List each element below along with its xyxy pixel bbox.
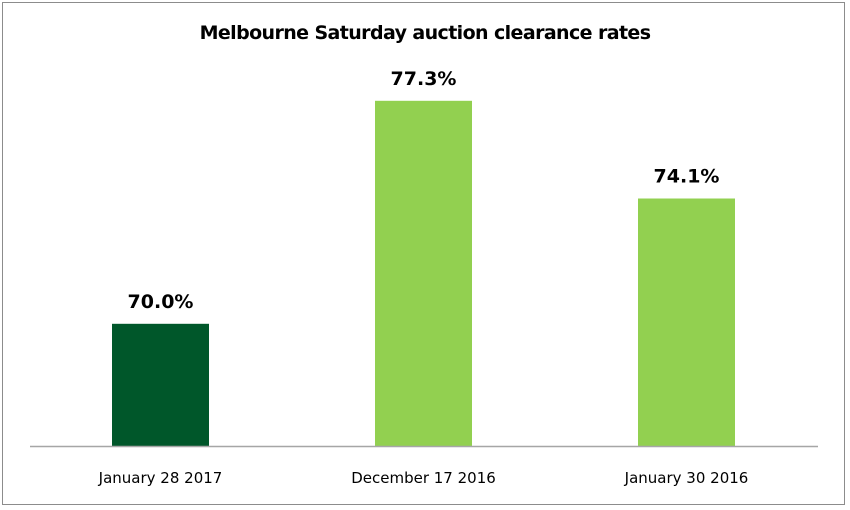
- data-label-2: 77.3%: [391, 68, 457, 90]
- chart-title: Melbourne Saturday auction clearance rat…: [199, 22, 651, 44]
- bar-1: [112, 323, 209, 446]
- bar-2: [375, 100, 472, 447]
- x-tick-label-1: January 28 2017: [98, 469, 223, 487]
- bar-3: [638, 198, 735, 446]
- labels-layer: 70.0% 77.3% 74.1%: [128, 68, 720, 313]
- x-tick-label-2: December 17 2016: [351, 469, 496, 487]
- data-label-1: 70.0%: [128, 291, 194, 313]
- data-label-3: 74.1%: [654, 166, 720, 188]
- x-tick-labels: January 28 2017 December 17 2016 January 3…: [98, 469, 749, 487]
- bars-layer: [112, 100, 735, 447]
- x-tick-label-3: January 30 2016: [624, 469, 749, 487]
